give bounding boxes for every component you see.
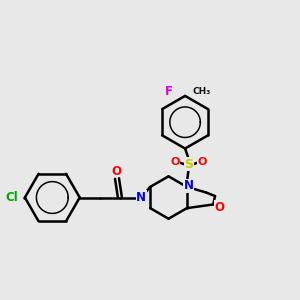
Text: N: N [184,179,194,192]
Text: Cl: Cl [6,191,18,204]
Text: CH₃: CH₃ [193,87,211,96]
Text: S: S [184,158,193,171]
Text: O: O [215,201,225,214]
Text: F: F [165,85,173,98]
Text: O: O [198,158,207,167]
Text: O: O [111,165,121,178]
Text: O: O [170,158,179,167]
Text: N: N [136,191,146,204]
